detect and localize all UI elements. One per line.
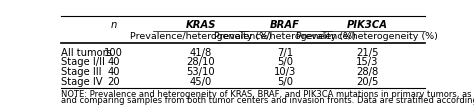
Text: 7/1: 7/1 xyxy=(277,48,293,58)
Text: BRAF: BRAF xyxy=(270,20,300,30)
Text: 10/3: 10/3 xyxy=(274,67,296,77)
Text: n: n xyxy=(110,20,117,30)
Text: 40: 40 xyxy=(108,67,120,77)
Text: All tumors: All tumors xyxy=(61,48,112,58)
Text: 28/8: 28/8 xyxy=(356,67,378,77)
Text: 45/0: 45/0 xyxy=(190,77,212,87)
Text: 5/0: 5/0 xyxy=(277,57,293,67)
Text: Stage I/II: Stage I/II xyxy=(61,57,105,67)
Text: 40: 40 xyxy=(108,57,120,67)
Text: KRAS: KRAS xyxy=(185,20,216,30)
Text: and comparing samples from both tumor centers and invasion fronts. Data are stra: and comparing samples from both tumor ce… xyxy=(61,96,474,105)
Text: 53/10: 53/10 xyxy=(186,67,215,77)
Text: Prevalence/heterogeneity (%): Prevalence/heterogeneity (%) xyxy=(214,32,356,41)
Text: 21/5: 21/5 xyxy=(356,48,378,58)
Text: 20: 20 xyxy=(107,77,120,87)
Text: PIK3CA: PIK3CA xyxy=(346,20,388,30)
Text: Stage IV: Stage IV xyxy=(61,77,103,87)
Text: 41/8: 41/8 xyxy=(190,48,212,58)
Text: Prevalence/heterogeneity (%): Prevalence/heterogeneity (%) xyxy=(296,32,438,41)
Text: 28/10: 28/10 xyxy=(186,57,215,67)
Text: 15/3: 15/3 xyxy=(356,57,378,67)
Text: Prevalence/heterogeneity (%): Prevalence/heterogeneity (%) xyxy=(130,32,272,41)
Text: Stage III: Stage III xyxy=(61,67,101,77)
Text: 100: 100 xyxy=(104,48,123,58)
Text: 20/5: 20/5 xyxy=(356,77,378,87)
Text: NOTE: Prevalence and heterogeneity of KRAS, BRAF, and PIK3CA mutations in primar: NOTE: Prevalence and heterogeneity of KR… xyxy=(61,90,474,99)
Text: 5/0: 5/0 xyxy=(277,77,293,87)
